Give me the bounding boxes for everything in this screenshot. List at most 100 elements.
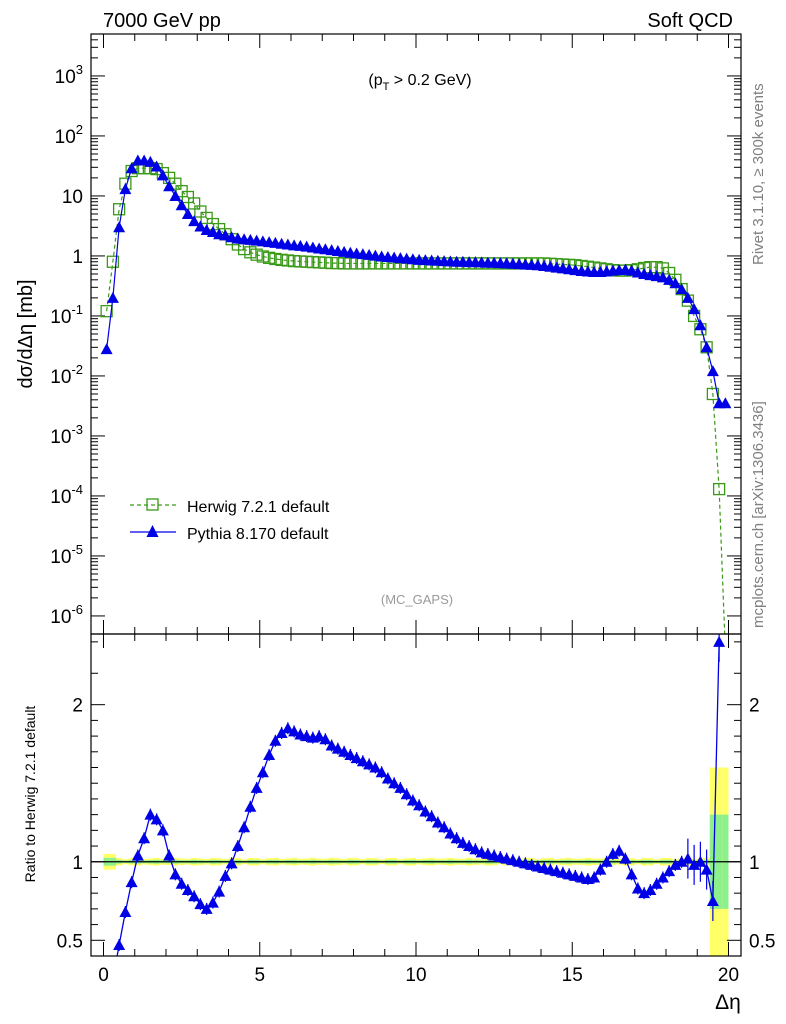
pythia-point — [188, 215, 201, 227]
ratio-point-pythia — [625, 868, 638, 880]
ratio-point-pythia — [250, 781, 263, 793]
series-line-herwig — [106, 167, 726, 634]
ratio-point-pythia — [438, 821, 451, 833]
ratio-panel: 0.5 0.5 1 1 2 2 0 5 10 15 20 Ratio to Herwig 7.2.… — [22, 34, 775, 1014]
ratio-point-pythia — [256, 766, 269, 778]
pythia-point — [675, 283, 688, 295]
rivet-version-label: Rivet 3.1.10, ≥ 300k events — [750, 83, 767, 265]
ratio-point-pythia — [594, 863, 607, 875]
herwig-point — [325, 256, 338, 270]
x-tick-label: 10 — [405, 965, 426, 986]
x-tick-label: 20 — [718, 965, 739, 986]
pythia-point — [169, 189, 182, 201]
ratio-point-pythia — [119, 906, 132, 918]
ratio-point-pythia — [388, 777, 401, 789]
ratio-point-pythia — [688, 858, 701, 870]
pythia-point — [144, 155, 157, 167]
ratio-point-pythia — [181, 884, 194, 896]
ratio-y-tick-label: 0.5 — [57, 931, 83, 952]
main-y-axis-label: dσ/dΔη [mb] — [15, 279, 37, 388]
pythia-point — [700, 341, 713, 353]
herwig-point — [287, 254, 301, 268]
ratio-y-tick-label-right: 1 — [749, 853, 760, 874]
legend: Herwig 7.2.1 default Pythia 8.170 defaul… — [130, 498, 330, 543]
ratio-point-pythia — [138, 832, 151, 844]
ratio-point-pythia — [350, 752, 363, 764]
pt-cut-label: (pT > 0.2 GeV) — [368, 72, 471, 93]
ratio-point-pythia — [394, 781, 407, 793]
main-y-tick-label: 1 — [72, 247, 83, 268]
herwig-point — [337, 257, 351, 270]
pythia-point — [706, 365, 719, 377]
pythia-point — [119, 183, 132, 195]
herwig-point — [262, 251, 276, 264]
main-y-tick-label: 10-5 — [50, 542, 83, 568]
ratio-point-pythia — [188, 890, 201, 902]
ratio-y-tick-label-right: 2 — [749, 696, 760, 717]
ratio-point-pythia — [231, 840, 244, 852]
main-y-tick-label: 10-4 — [50, 482, 83, 508]
herwig-point — [256, 250, 270, 263]
ratio-point-pythia — [156, 824, 169, 836]
ratio-line-pythia — [116, 641, 720, 956]
ratio-point-pythia — [713, 635, 726, 647]
ratio-y-tick-label-right: 0.5 — [749, 931, 775, 952]
ratio-point-pythia — [613, 844, 626, 856]
ratio-point-pythia — [669, 858, 682, 870]
ratio-point-pythia — [244, 800, 257, 812]
pythia-point — [175, 199, 188, 211]
ratio-point-pythia — [275, 726, 288, 738]
ratio-point-pythia — [219, 869, 232, 881]
main-y-tick-label: 10-6 — [50, 602, 83, 628]
ratio-point-pythia — [175, 877, 188, 889]
ratio-point-pythia — [619, 852, 632, 864]
ratio-point-pythia — [425, 810, 438, 822]
ratio-point-pythia — [319, 733, 332, 745]
ratio-point-pythia — [700, 863, 713, 875]
ratio-point-pythia — [338, 745, 351, 757]
main-y-tick-label: 102 — [55, 122, 83, 148]
pythia-point — [181, 208, 194, 219]
legend-label-pythia: Pythia 8.170 default — [187, 526, 329, 543]
ratio-point-pythia — [381, 772, 394, 784]
herwig-point — [106, 255, 120, 268]
pythia-point — [663, 273, 676, 285]
pythia-point — [100, 343, 113, 355]
x-axis-label: Δη — [715, 991, 741, 1014]
ratio-point-pythia — [238, 821, 251, 833]
ratio-point-pythia — [163, 849, 176, 861]
ratio-point-pythia — [400, 788, 413, 800]
pythia-point — [156, 169, 169, 181]
x-axis: 0 5 10 15 20 — [98, 34, 739, 986]
pythia-point — [681, 291, 694, 303]
ratio-point-pythia — [419, 805, 432, 817]
ratio-point-pythia — [681, 852, 694, 864]
main-y-tick-label: 10 — [62, 187, 83, 208]
ratio-point-pythia — [144, 808, 157, 820]
ratio-point-pythia — [706, 895, 719, 907]
herwig-point — [194, 205, 207, 218]
ratio-panel-frame — [90, 633, 742, 957]
ratio-point-pythia — [325, 739, 338, 751]
herwig-point — [100, 305, 113, 318]
ratio-point-pythia — [600, 855, 613, 867]
main-y-tick-label: 10-2 — [50, 362, 83, 388]
ratio-point-pythia — [150, 813, 163, 825]
ratio-point-pythia — [313, 730, 326, 742]
ratio-point-pythia — [213, 885, 226, 897]
energy-label: 7000 GeV pp — [103, 10, 221, 32]
ratio-point-pythia — [331, 742, 344, 754]
ratio-point-pythia — [650, 877, 663, 889]
herwig-point — [269, 252, 282, 266]
legend-marker-pythia — [146, 525, 159, 537]
ratio-point-pythia — [206, 896, 219, 908]
ratio-point-pythia — [656, 871, 669, 883]
legend-marker-herwig — [146, 498, 159, 511]
herwig-point — [244, 246, 257, 259]
ratio-point-pythia — [663, 865, 676, 877]
ratio-point-pythia — [369, 761, 382, 773]
x-tick-label: 15 — [562, 965, 583, 986]
ratio-point-pythia — [375, 766, 388, 778]
herwig-point — [300, 255, 313, 268]
pythia-point — [688, 303, 701, 315]
